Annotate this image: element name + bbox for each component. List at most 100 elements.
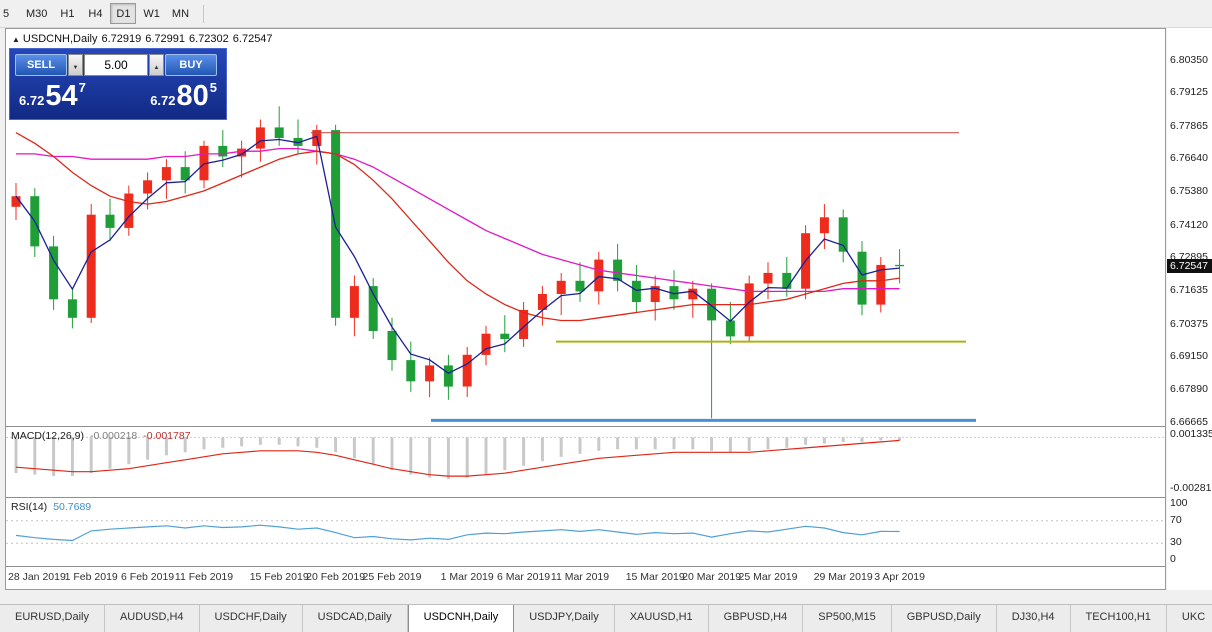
candle-body	[481, 333, 491, 355]
bid-big-digits: 54	[45, 80, 78, 112]
pane-separator[interactable]	[6, 566, 1165, 567]
chart-tab-ukc[interactable]: UKC	[1166, 605, 1212, 632]
price-axis[interactable]: 6.80350 6.79125 6.77865 6.76640 6.75380 6.741…	[1167, 28, 1212, 590]
time-axis-label: 25 Mar 2019	[738, 571, 798, 583]
timeframe-toolbar: 5 M30 H1 H4 D1 W1 MN	[0, 0, 1212, 28]
ask-pip-digit: 5	[209, 80, 217, 95]
macd-histogram-bar	[503, 437, 507, 471]
macd-name: MACD(12,26,9)	[11, 430, 84, 442]
rsi-label: RSI(14) 50.7689	[11, 501, 91, 513]
rsi-value: 50.7689	[53, 501, 92, 513]
time-axis[interactable]: 28 Jan 2019 1 Feb 2019 6 Feb 2019 11 Feb 20…	[6, 567, 1165, 589]
chart-tab-tech100-h1[interactable]: TECH100,H1	[1070, 605, 1167, 632]
buy-button[interactable]: BUY	[165, 54, 217, 76]
timeframe-button-mn[interactable]: MN	[166, 3, 195, 24]
timeframe-button-d1[interactable]: D1	[110, 3, 137, 24]
price-axis-label: 6.70375	[1170, 318, 1208, 330]
time-axis-label: 1 Mar 2019	[440, 571, 494, 583]
close-value: 6.72547	[232, 33, 273, 45]
price-axis-label: 6.79125	[1170, 86, 1208, 98]
one-click-collapse-icon[interactable]: ▲	[12, 35, 20, 44]
macd-histogram-bar	[390, 437, 394, 471]
rsi-name: RSI(14)	[11, 501, 48, 513]
macd-histogram-bar	[14, 437, 18, 474]
timeframe-button-h1[interactable]: H1	[54, 3, 81, 24]
candle-body	[237, 148, 247, 157]
candle-body	[519, 309, 529, 339]
time-axis-label: 15 Feb 2019	[249, 571, 309, 583]
chart-tab-gbpusd-daily[interactable]: GBPUSD,Daily	[891, 605, 997, 632]
candle-body	[425, 365, 435, 382]
macd-histogram-bar	[804, 437, 808, 445]
rsi-scale-label: 30	[1170, 536, 1182, 548]
timeframe-button-h4[interactable]: H4	[82, 3, 109, 24]
candle-body	[857, 251, 867, 305]
price-axis-label: 6.67890	[1170, 383, 1208, 395]
candle-body	[537, 294, 547, 310]
rsi-scale-label: 100	[1170, 497, 1188, 509]
pane-separator[interactable]	[6, 426, 1165, 427]
macd-histogram-bar	[296, 437, 300, 447]
chart-tab-eurusd-daily[interactable]: EURUSD,Daily	[0, 605, 105, 632]
macd-histogram-bar	[258, 437, 262, 445]
symbol-period-label: USDCNH,Daily	[22, 33, 98, 45]
candle-body	[650, 286, 660, 302]
high-value: 6.72991	[145, 33, 186, 45]
candle-body	[819, 217, 829, 234]
chart-tab-sp500-m15[interactable]: SP500,M15	[803, 605, 892, 632]
macd-histogram-bar	[747, 437, 751, 451]
chart-tab-usdcad-daily[interactable]: USDCAD,Daily	[302, 605, 408, 632]
candle-body	[161, 167, 171, 181]
macd-pane: MACD(12,26,9) -0.000218 -0.001787	[6, 427, 1165, 497]
macd-chart[interactable]	[6, 427, 1165, 497]
candle-body	[500, 333, 510, 339]
macd-histogram-bar	[352, 437, 356, 459]
macd-histogram-bar	[879, 437, 883, 441]
sell-button[interactable]: SELL	[15, 54, 67, 76]
candle-body	[838, 217, 848, 252]
price-axis-label: 6.72895	[1170, 251, 1208, 263]
candle-body	[725, 320, 735, 337]
candle-body	[105, 214, 115, 228]
candle-body	[631, 280, 641, 302]
candle-body	[218, 145, 228, 157]
chart-tab-xauusd-h1[interactable]: XAUUSD,H1	[614, 605, 709, 632]
pane-separator[interactable]	[6, 497, 1165, 498]
timeframe-buttons: 5 M30 H1 H4 D1 W1 MN	[0, 3, 195, 24]
volume-increase-button[interactable]: ▲	[149, 54, 164, 76]
candle-body	[199, 145, 209, 181]
chart-tab-audusd-h4[interactable]: AUDUSD,H4	[104, 605, 200, 632]
rsi-scale-label: 0	[1170, 553, 1176, 565]
bid-price: 6.72 54 7	[19, 80, 86, 112]
volume-input[interactable]: 5.00	[84, 54, 148, 76]
timeframe-button-w1[interactable]: W1	[138, 3, 165, 24]
candle-body	[782, 272, 792, 289]
price-axis-label: 6.75380	[1170, 185, 1208, 197]
chart-tab-dj30-h4[interactable]: DJ30,H4	[996, 605, 1071, 632]
candle-body	[443, 365, 453, 387]
time-axis-label: 20 Feb 2019	[306, 571, 366, 583]
price-chart[interactable]	[6, 29, 1165, 426]
candle-body	[293, 138, 303, 146]
ask-big-digits: 80	[176, 80, 209, 112]
bid-pip-digit: 7	[78, 80, 86, 95]
candle-body	[613, 259, 623, 281]
macd-histogram-bar	[597, 437, 601, 451]
chart-tab-gbpusd-h4[interactable]: GBPUSD,H4	[708, 605, 804, 632]
toolbar-separator	[203, 4, 205, 23]
macd-histogram-bar	[146, 437, 150, 460]
price-axis-label: 6.69150	[1170, 350, 1208, 362]
timeframe-button-5[interactable]: 5	[0, 3, 19, 24]
chart-tab-usdchf-daily[interactable]: USDCHF,Daily	[199, 605, 303, 632]
candle-body	[594, 259, 604, 292]
volume-decrease-button[interactable]: ▼	[68, 54, 83, 76]
macd-scale-min: -0.002812	[1170, 482, 1212, 494]
chart-tab-usdjpy-daily[interactable]: USDJPY,Daily	[514, 605, 615, 632]
timeframe-button-m30[interactable]: M30	[21, 3, 53, 24]
chart-tab-bar: EURUSD,Daily AUDUSD,H4 USDCHF,Daily USDCAD,…	[0, 604, 1212, 632]
rsi-chart[interactable]	[6, 498, 1165, 566]
time-axis-label: 11 Mar 2019	[550, 571, 610, 583]
chart-tab-usdcnh-daily[interactable]: USDCNH,Daily	[407, 605, 515, 632]
macd-histogram-bar	[653, 437, 657, 450]
macd-histogram-bar	[89, 437, 93, 474]
